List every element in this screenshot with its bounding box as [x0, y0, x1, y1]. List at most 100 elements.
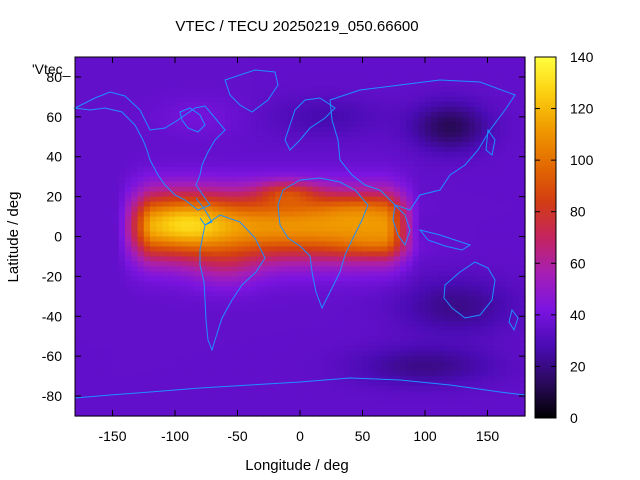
- heatmap-cell: [306, 121, 314, 128]
- heatmap-cell: [137, 176, 145, 183]
- heatmap-cell: [368, 231, 376, 238]
- heatmap-cell: [331, 251, 339, 258]
- heatmap-cell: [175, 121, 182, 128]
- heatmap-cell: [275, 91, 282, 98]
- heatmap-cell: [181, 226, 189, 233]
- heatmap-cell: [275, 366, 282, 372]
- heatmap-cell: [87, 146, 95, 153]
- heatmap-cell: [487, 296, 495, 302]
- heatmap-cell: [156, 171, 164, 178]
- heatmap-cell: [500, 201, 507, 208]
- heatmap-cell: [375, 391, 382, 397]
- heatmap-cell: [87, 61, 95, 68]
- heatmap-cell: [306, 226, 314, 233]
- heatmap-cell: [437, 386, 445, 392]
- heatmap-cell: [75, 371, 82, 377]
- heatmap-cell: [100, 246, 107, 253]
- heatmap-cell: [143, 396, 151, 402]
- heatmap-cell: [337, 336, 345, 342]
- heatmap-cell: [368, 71, 376, 78]
- heatmap-cell: [200, 346, 207, 352]
- heatmap-cell: [375, 211, 382, 218]
- heatmap-cell: [475, 126, 482, 133]
- heatmap-cell: [368, 126, 376, 133]
- heatmap-cell: [425, 136, 432, 143]
- heatmap-cell: [343, 281, 351, 287]
- heatmap-cell: [487, 381, 495, 387]
- heatmap-cell: [293, 161, 301, 168]
- heatmap-cell: [393, 231, 401, 238]
- heatmap-cell: [218, 371, 226, 377]
- heatmap-cell: [187, 86, 195, 93]
- heatmap-cell: [250, 71, 257, 78]
- heatmap-cell: [506, 286, 514, 292]
- heatmap-cell: [437, 166, 445, 173]
- heatmap-cell: [456, 156, 464, 163]
- heatmap-cell: [125, 171, 132, 178]
- heatmap-cell: [475, 71, 482, 78]
- heatmap-cell: [481, 161, 489, 168]
- heatmap-cell: [450, 196, 457, 203]
- heatmap-cell: [87, 306, 95, 312]
- heatmap-cell: [281, 301, 289, 307]
- heatmap-cell: [118, 126, 126, 133]
- heatmap-cell: [268, 291, 276, 297]
- heatmap-cell: [256, 346, 264, 352]
- heatmap-cell: [343, 386, 351, 392]
- heatmap-cell: [200, 291, 207, 297]
- heatmap-cell: [500, 121, 507, 128]
- heatmap-cell: [475, 201, 482, 208]
- heatmap-cell: [118, 376, 126, 382]
- heatmap-cell: [443, 136, 451, 143]
- heatmap-cell: [225, 221, 232, 228]
- heatmap-cell: [393, 346, 401, 352]
- heatmap-cell: [406, 251, 414, 258]
- heatmap-cell: [162, 126, 170, 133]
- heatmap-cell: [412, 201, 420, 208]
- heatmap-cell: [325, 391, 332, 397]
- heatmap-cell: [112, 361, 120, 367]
- heatmap-cell: [356, 326, 364, 332]
- heatmap-cell: [512, 91, 520, 98]
- heatmap-cell: [481, 346, 489, 352]
- heatmap-cell: [81, 91, 89, 98]
- heatmap-cell: [337, 81, 345, 88]
- heatmap-cell: [168, 351, 176, 357]
- heatmap-cell: [418, 251, 426, 258]
- heatmap-cell: [381, 156, 389, 163]
- heatmap-cell: [200, 196, 207, 203]
- heatmap-cell: [506, 256, 514, 263]
- heatmap-cell: [181, 71, 189, 78]
- heatmap-cell: [250, 101, 257, 108]
- heatmap-cell: [237, 191, 245, 198]
- heatmap-cell: [412, 226, 420, 233]
- heatmap-cell: [418, 266, 426, 273]
- heatmap-cell: [143, 136, 151, 143]
- heatmap-cell: [350, 86, 357, 93]
- heatmap-cell: [162, 186, 170, 193]
- heatmap-cell: [481, 61, 489, 68]
- heatmap-cell: [162, 141, 170, 148]
- heatmap-cell: [168, 186, 176, 193]
- heatmap-cell: [100, 351, 107, 357]
- heatmap-cell: [506, 281, 514, 287]
- heatmap-cell: [100, 296, 107, 302]
- heatmap-cell: [262, 391, 270, 397]
- heatmap-cell: [318, 66, 326, 73]
- heatmap-cell: [206, 361, 214, 367]
- heatmap-cell: [143, 101, 151, 108]
- heatmap-cell: [306, 61, 314, 68]
- heatmap-cell: [362, 61, 370, 68]
- heatmap-cell: [275, 341, 282, 347]
- heatmap-cell: [218, 126, 226, 133]
- heatmap-cell: [468, 211, 476, 218]
- heatmap-cell: [287, 86, 295, 93]
- heatmap-cell: [468, 166, 476, 173]
- heatmap-cell: [131, 151, 139, 158]
- heatmap-cell: [250, 311, 257, 317]
- heatmap-cell: [156, 196, 164, 203]
- heatmap-cell: [81, 116, 89, 123]
- heatmap-cell: [125, 71, 132, 78]
- heatmap-cell: [75, 286, 82, 292]
- heatmap-cell: [125, 57, 132, 63]
